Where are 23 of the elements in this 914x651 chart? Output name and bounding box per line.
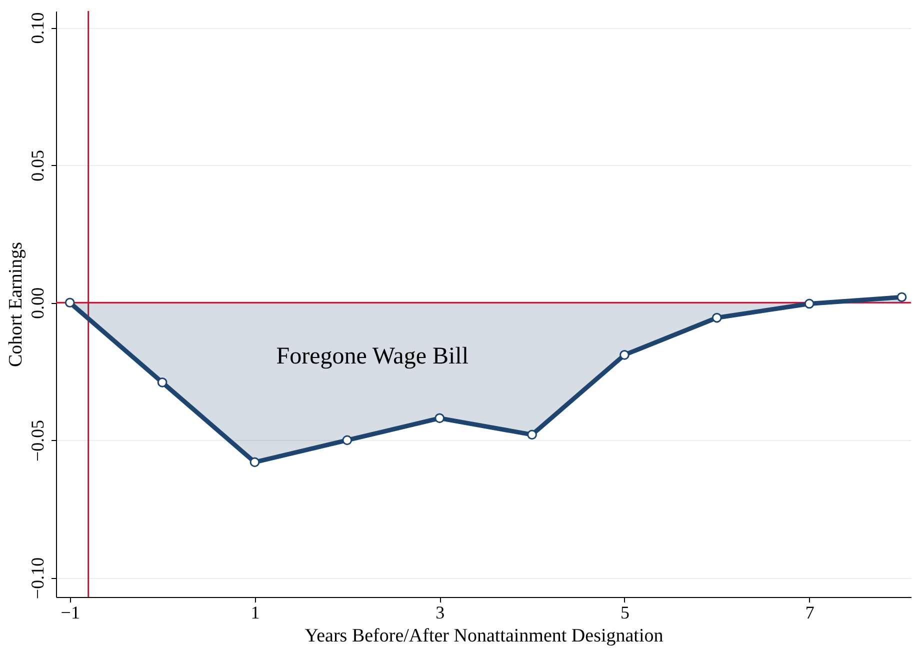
point (527, 430, 537, 440)
y-tick-label: −0.10 (28, 557, 48, 600)
x-axis-title: Years Before/After Nonattainment Designation (304, 626, 664, 646)
point (712, 312, 722, 323)
x-tick-label: 7 (805, 602, 814, 622)
y-axis-title: Cohort Earnings (6, 242, 26, 368)
y-tick-label: −0.05 (28, 420, 48, 462)
point (620, 350, 630, 360)
annotation: Foregone Wage Bill (276, 344, 469, 370)
point (896, 292, 907, 302)
x-tick-label: 1 (250, 602, 260, 622)
y-tick-label: 0.10 (28, 12, 48, 44)
y-tick-label: 0.05 (28, 150, 48, 182)
point (157, 377, 168, 388)
x-tick-label: −1 (60, 602, 80, 622)
point (342, 435, 352, 446)
x-tick-label: 3 (436, 602, 445, 622)
point (64, 298, 75, 308)
x-tick-label: 5 (620, 602, 630, 622)
point (250, 457, 260, 468)
point (434, 413, 445, 424)
y-tick-label: 0.00 (28, 287, 48, 319)
point (804, 298, 814, 309)
